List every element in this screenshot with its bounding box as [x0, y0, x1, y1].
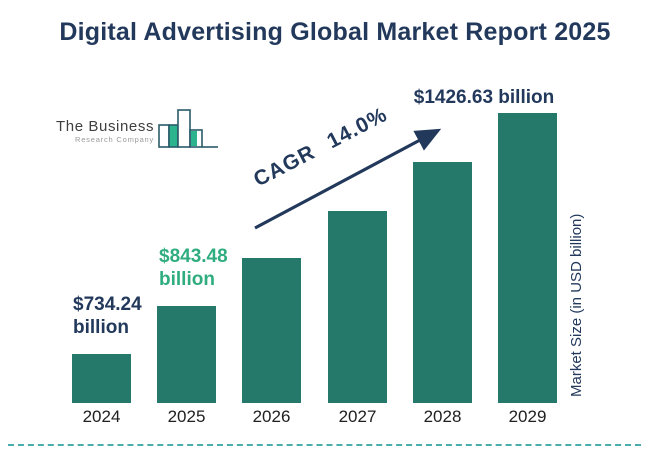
value-label-line: billion [159, 269, 215, 290]
bar-2026 [242, 258, 301, 403]
value-label-line: billion [73, 317, 129, 338]
logo-name: The Business [56, 118, 155, 135]
value-label-2024: $734.24 billion [73, 293, 183, 339]
value-label-2025: $843.48 billion [159, 245, 269, 291]
company-logo: The Business Research Company [56, 100, 220, 150]
cagr-arrow-icon [254, 128, 442, 230]
logo-bars-icon [158, 109, 219, 148]
bar-2024 [72, 354, 131, 403]
bar-2028 [413, 162, 472, 403]
value-label-2029: $1426.63 billion [408, 86, 560, 109]
x-tick-2028: 2028 [423, 407, 462, 426]
value-label-line: $1426.63 billion [413, 87, 555, 108]
x-tick-2029: 2029 [508, 407, 547, 426]
x-tick-2027: 2027 [338, 407, 377, 426]
x-tick-2025: 2025 [167, 407, 206, 426]
logo-text: The Business Research Company [56, 118, 154, 150]
chart-title: Digital Advertising Global Market Report… [59, 18, 611, 46]
value-label-line: $734.24 [73, 294, 142, 315]
x-tick-2026: 2026 [252, 407, 291, 426]
y-axis-label: Market Size (in USD billion) [568, 213, 585, 397]
logo-subname: Research Company [75, 135, 155, 144]
bottom-dashed-divider [8, 444, 641, 446]
bar-2027 [328, 211, 387, 403]
value-label-line: $843.48 [159, 246, 228, 267]
x-tick-2024: 2024 [82, 407, 121, 426]
bar-2029 [498, 113, 557, 403]
bar-2025 [157, 306, 216, 403]
